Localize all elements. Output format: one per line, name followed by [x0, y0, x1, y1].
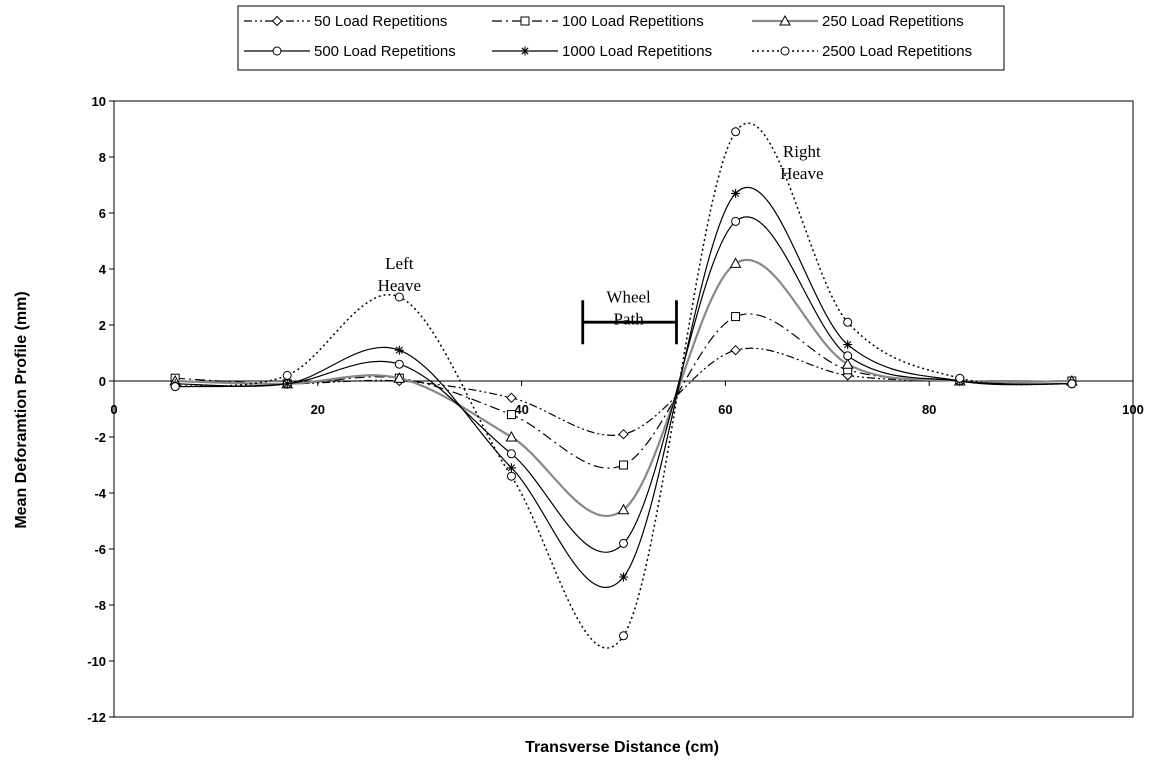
plot-frame [113, 100, 1134, 718]
series-group [169, 122, 1078, 649]
data-point [619, 538, 628, 548]
series-3 [169, 257, 1078, 518]
data-point [619, 631, 628, 641]
legend-marker [779, 14, 791, 26]
legend-marker [271, 15, 283, 27]
y-tick-label: -10 [87, 654, 106, 669]
data-point [506, 471, 516, 481]
x-tick-label: 80 [922, 402, 936, 417]
data-point [730, 344, 741, 356]
series-line [175, 122, 1072, 649]
data-point [841, 358, 854, 369]
data-point [282, 370, 292, 380]
series-line [175, 186, 1072, 588]
x-tick-label: 60 [718, 402, 732, 417]
data-point [731, 188, 741, 198]
y-tick-label: 0 [99, 374, 106, 389]
wheel-path-bracket [581, 300, 678, 345]
data-point [843, 317, 853, 327]
data-point [955, 373, 965, 383]
legend-label: 500 Load Repetitions [314, 43, 456, 60]
data-point [731, 216, 741, 226]
data-point [506, 463, 516, 473]
legend-item: 1000 Load Repetitions [492, 43, 712, 60]
legend-item: 100 Load Repetitions [492, 13, 704, 30]
annotations: Left Heave Wheel Path Right Heave [378, 142, 824, 345]
data-point [170, 382, 180, 392]
series-line [175, 313, 1072, 469]
legend-marker [520, 16, 530, 26]
data-point [393, 372, 406, 383]
data-point [1067, 379, 1077, 389]
y-tick-label: 6 [99, 206, 106, 221]
legend-item: 2500 Load Repetitions [752, 43, 972, 60]
data-point [731, 312, 741, 322]
data-point [394, 292, 404, 302]
legend: 50 Load Repetitions 100 Load Repetitions 2… [237, 5, 1005, 71]
legend-label: 50 Load Repetitions [314, 13, 447, 30]
series-6 [170, 122, 1077, 649]
data-point [394, 359, 404, 369]
annotation: Left Heave [378, 254, 421, 295]
x-axis-title: Transverse Distance (cm) [525, 739, 719, 756]
y-tick-label: -4 [94, 486, 106, 501]
y-axis-title: Mean Deforamtion Profile (mm) [13, 291, 30, 528]
series-5 [170, 186, 1077, 588]
series-line [175, 216, 1072, 553]
y-tick-label: 4 [99, 262, 107, 277]
data-point [843, 351, 853, 361]
y-tick-label: -6 [94, 542, 106, 557]
data-point [843, 340, 853, 350]
data-point [729, 257, 742, 268]
data-point [731, 127, 741, 137]
data-point [282, 379, 292, 389]
x-tick-label: 40 [514, 402, 528, 417]
series-line [175, 347, 1072, 436]
legend-item: 50 Load Repetitions [244, 13, 447, 30]
data-point [506, 392, 517, 404]
legend-box [237, 5, 1005, 71]
y-tick-label: 2 [99, 318, 106, 333]
series-1 [169, 344, 1078, 440]
data-point [394, 345, 404, 355]
legend-marker [780, 46, 790, 56]
data-point [506, 449, 516, 459]
data-point [617, 503, 630, 515]
data-point [506, 410, 516, 420]
legend-marker [520, 46, 530, 56]
legend-label: 2500 Load Repetitions [822, 43, 972, 60]
legend-marker [272, 46, 282, 56]
legend-item: 250 Load Repetitions [752, 13, 964, 30]
y-tick-label: 10 [92, 94, 106, 109]
legend-label: 1000 Load Repetitions [562, 43, 712, 60]
legend-label: 250 Load Repetitions [822, 13, 964, 30]
series-4 [170, 216, 1077, 553]
annotation: Wheel Path [606, 288, 651, 329]
annotation: Right Heave [780, 142, 823, 183]
x-tick-label: 20 [311, 402, 325, 417]
y-tick-label: -12 [87, 710, 106, 725]
x-tick-label: 100 [1122, 402, 1144, 417]
data-point [505, 430, 518, 442]
data-point [619, 572, 628, 582]
legend-label: 100 Load Repetitions [562, 13, 704, 30]
data-point [619, 460, 628, 470]
y-tick-label: 8 [99, 150, 106, 165]
legend-item: 500 Load Repetitions [244, 43, 456, 60]
data-point [618, 428, 629, 440]
series-2 [170, 312, 1077, 470]
x-tick-label: 0 [110, 402, 117, 417]
y-tick-label: -8 [94, 598, 106, 613]
y-tick-label: -2 [94, 430, 106, 445]
series-line [175, 259, 1072, 518]
